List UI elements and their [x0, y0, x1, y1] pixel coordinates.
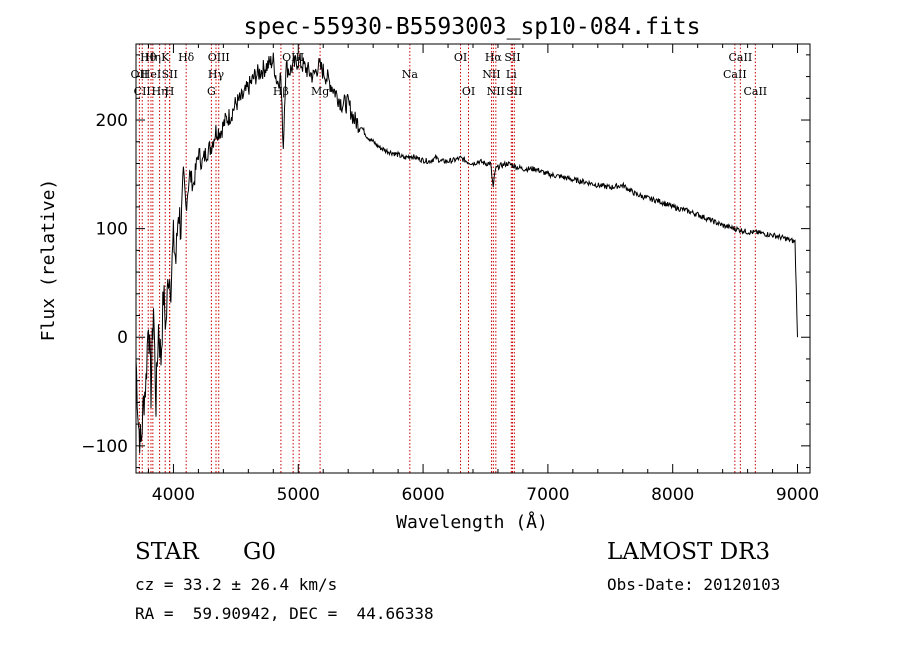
line-label-23-0: Li	[506, 68, 517, 81]
line-label-10-0: G	[207, 85, 216, 98]
x-tick-label-1: 5000	[277, 485, 320, 505]
line-label-24-0: SII	[504, 51, 520, 64]
x-tick-label-5: 9000	[776, 485, 819, 505]
line-label-9-0: Hδ	[178, 51, 195, 64]
obs-date: Obs-Date: 20120103	[607, 575, 781, 594]
line-label-16-0: Mg	[311, 85, 329, 98]
line-label-5-0: Hη	[151, 85, 167, 98]
line-label-28-0: CaII	[743, 85, 767, 98]
line-label-4-0: Hη	[145, 51, 161, 64]
series-flux	[135, 52, 798, 454]
line-label-7-0: H	[165, 85, 175, 98]
y-tick-label-3: 200	[96, 111, 128, 131]
line-label-11-0: Hγ	[208, 68, 225, 81]
line-label-18-0: OI	[454, 51, 467, 64]
emission-line-labels: OIICIIHθHeIHηHηKHSIIHδGHγOIIIHβOIIIMgNaO…	[131, 51, 768, 98]
line-label-19-0: OI	[462, 85, 475, 98]
x-tick-label-3: 7000	[526, 485, 569, 505]
x-tick-label-0: 4000	[152, 485, 195, 505]
y-tick-label-2: 100	[96, 220, 128, 240]
line-label-3-0: HeI	[141, 68, 161, 81]
line-label-2-0: Hθ	[140, 51, 157, 64]
object-class: STAR	[135, 539, 199, 565]
x-tick-label-2: 6000	[401, 485, 444, 505]
chart-title: spec-55930-B5593003_sp10-084.fits	[244, 14, 701, 40]
coordinates: RA = 59.90942, DEC = 44.66338	[135, 604, 434, 623]
y-tick-label-1: 0	[117, 328, 128, 348]
line-label-17-0: Na	[402, 68, 419, 81]
redshift-text: cz = 33.2 ± 26.4 km/s	[135, 575, 338, 594]
line-label-26-0: CaII	[723, 68, 747, 81]
line-label-8-0: SII	[162, 68, 178, 81]
line-label-6-0: K	[161, 51, 170, 64]
line-label-21-0: Hα	[485, 51, 503, 64]
line-label-0-0: OII	[131, 68, 149, 81]
line-label-25-0: SII	[506, 85, 522, 98]
x-axis: 4000 5000 6000 7000 8000 9000	[147, 44, 819, 505]
line-label-27-0: CaII	[729, 51, 753, 64]
object-subclass: G0	[243, 539, 277, 565]
line-label-20-0: NII	[482, 68, 500, 81]
emission-lines	[138, 44, 756, 473]
survey-name: LAMOST DR3	[607, 539, 771, 565]
line-label-12-0: OIII	[208, 51, 230, 64]
line-label-22-0: NII	[487, 85, 505, 98]
x-tick-label-4: 8000	[651, 485, 694, 505]
x-axis-label: Wavelength (Å)	[396, 511, 548, 533]
y-axis-label: Flux (relative)	[38, 179, 59, 342]
line-label-1-0: CII	[134, 85, 151, 98]
y-axis: −100 0 100 200	[81, 54, 810, 469]
y-tick-label-0: −100	[81, 437, 128, 457]
flux-series	[135, 52, 798, 454]
